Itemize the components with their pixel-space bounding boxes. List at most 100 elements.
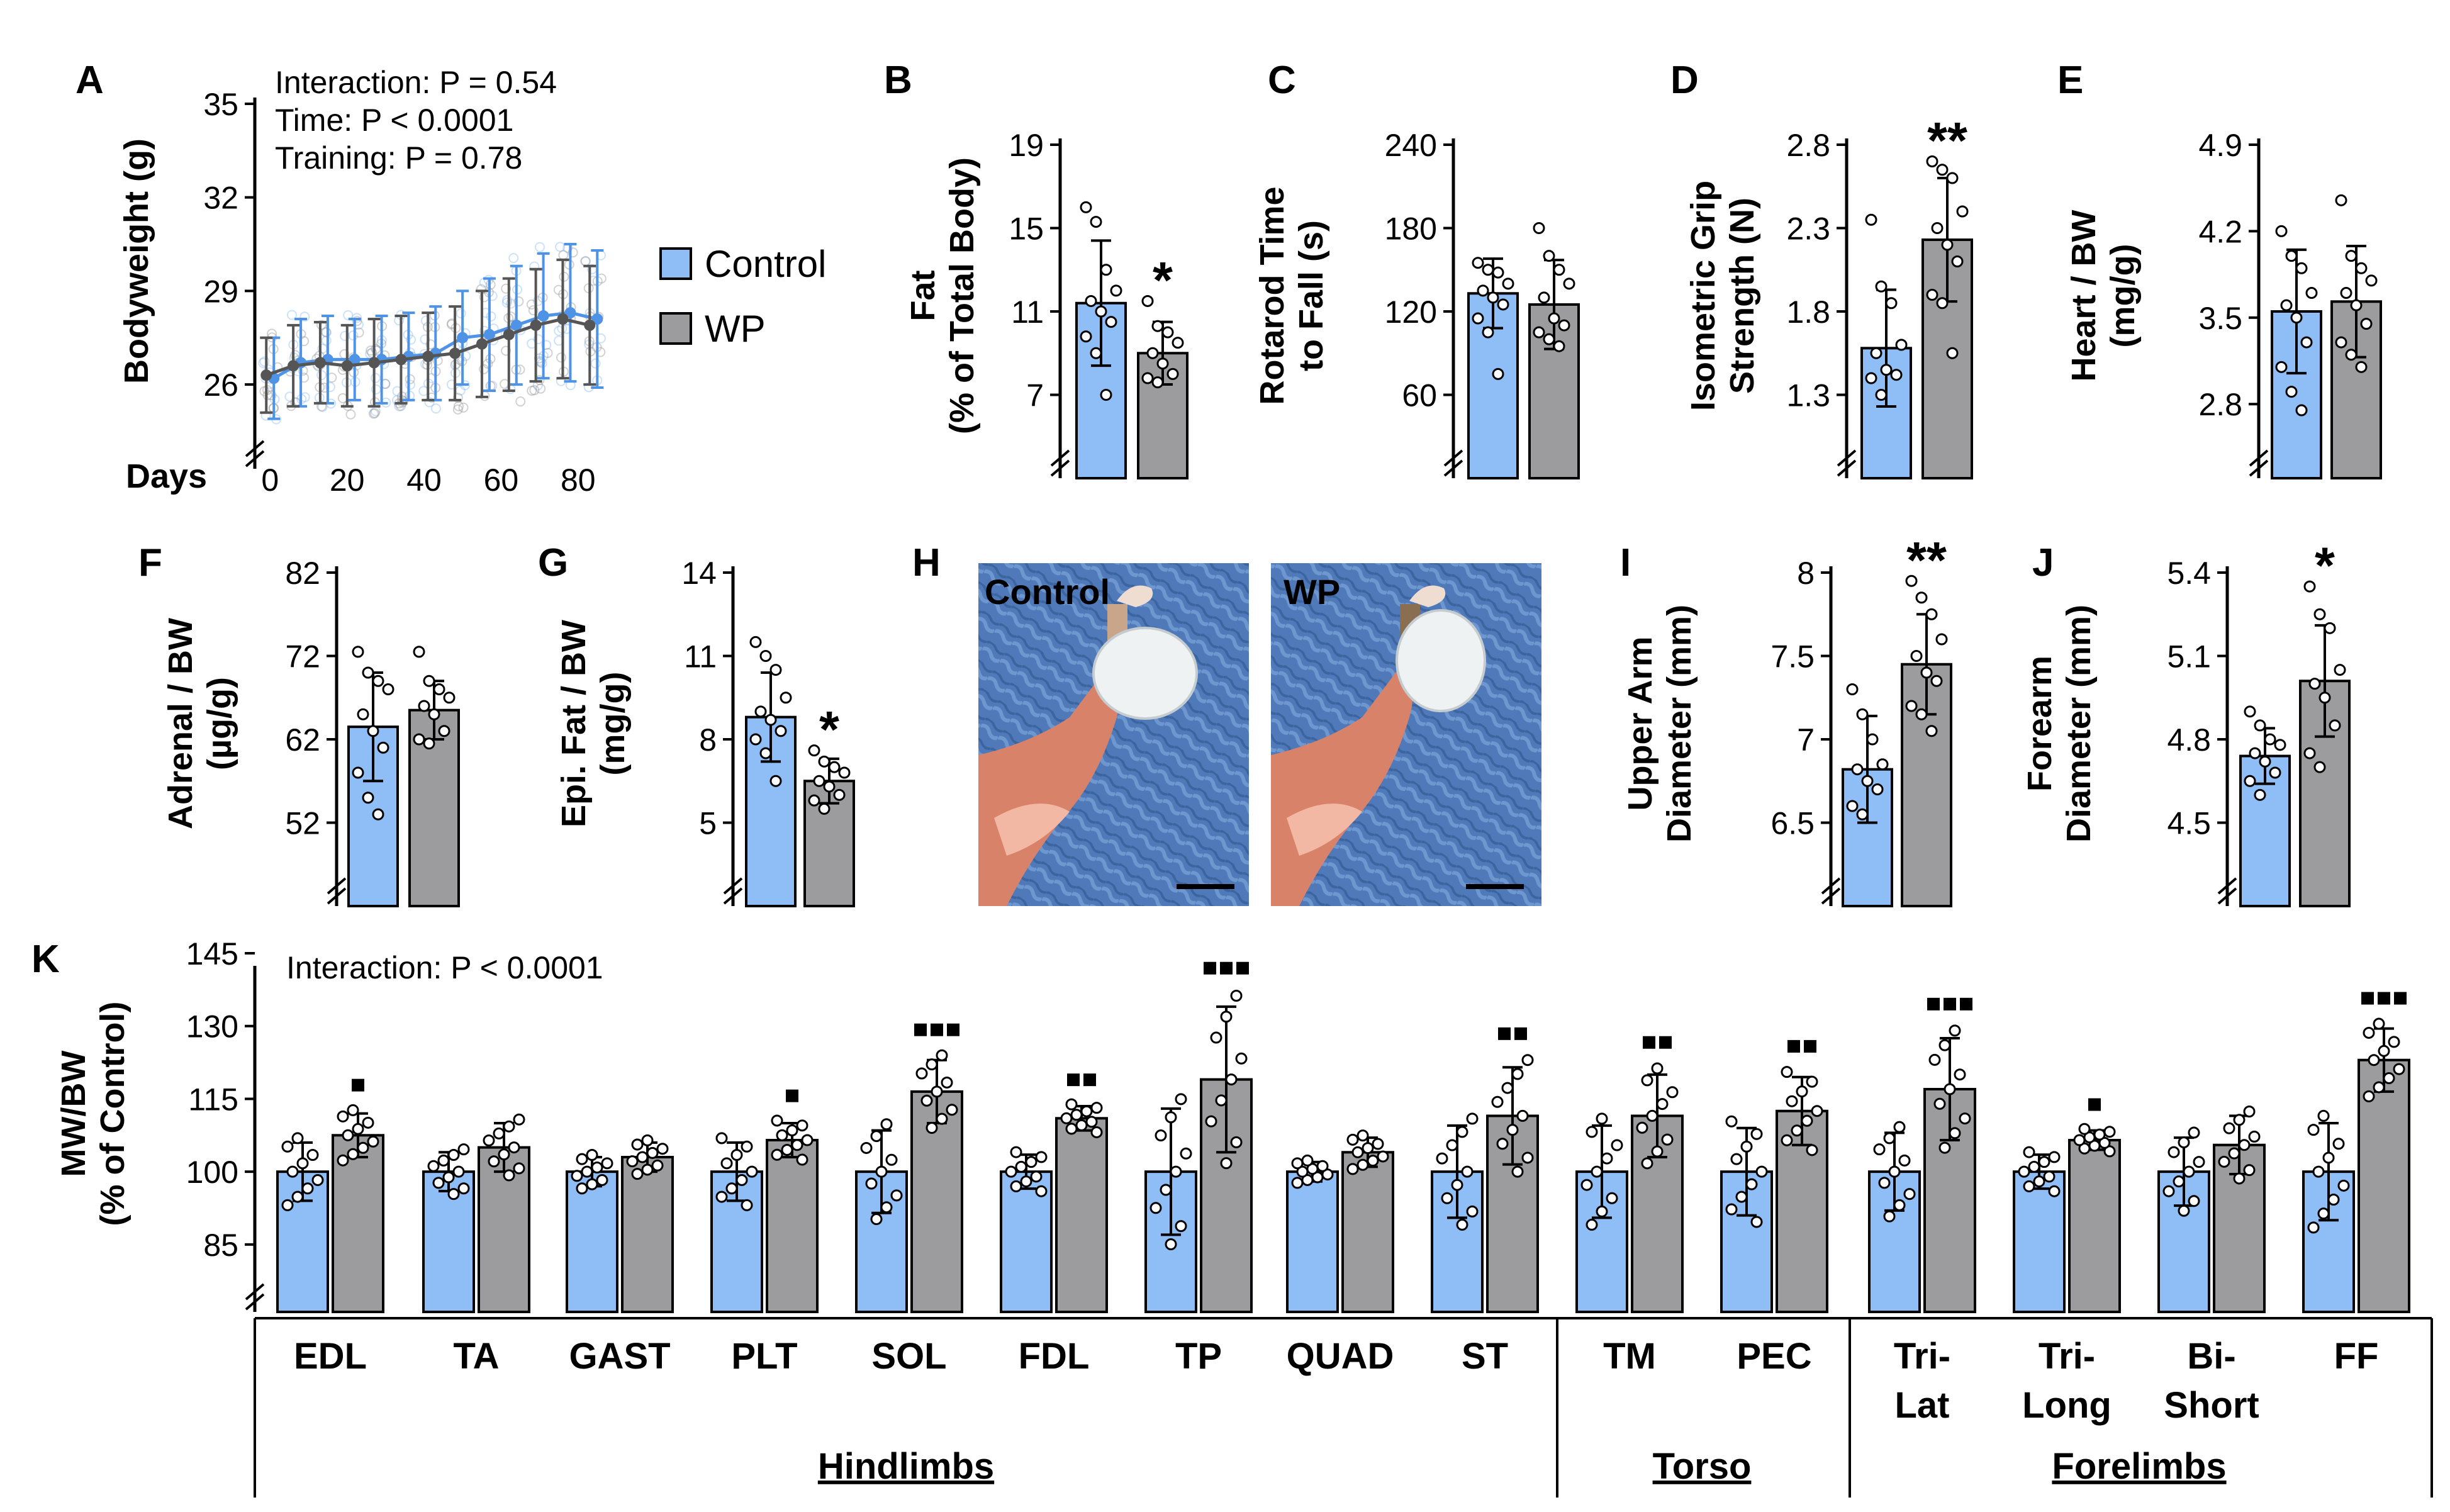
panel-k-group-label: Hindlimbs	[818, 1446, 994, 1487]
panel-k-data-point	[730, 1149, 743, 1162]
panel-k-data-point	[1651, 1062, 1664, 1075]
panel-g-data-point	[775, 725, 787, 737]
panel-k-data-point	[1301, 1154, 1314, 1167]
panel-j-data-point	[2244, 775, 2256, 787]
panel-g-epifat-chart: 5 8 11 14 Epi. Fat / BW(mg/g) *	[555, 556, 855, 907]
panel-a-individual-point	[447, 318, 457, 329]
panel-k-data-point	[1346, 1163, 1359, 1175]
panel-k-bar-wp	[766, 1139, 819, 1313]
panel-f-data-point	[372, 808, 384, 820]
panel-k-significance-square	[1083, 1073, 1096, 1087]
panel-d-break-2	[1837, 459, 1857, 477]
panel-j-data-point	[2303, 747, 2316, 759]
panel-k-data-point	[2322, 1151, 2335, 1164]
panel-k-data-point	[885, 1153, 898, 1166]
panel-k-data-point	[1165, 1111, 1177, 1124]
panel-c-data-point	[1482, 326, 1494, 339]
panel-j-data-point	[2254, 719, 2266, 732]
panel-b-data-point	[1090, 216, 1102, 228]
panel-d-y-tick-label: 2.3	[1786, 211, 1830, 247]
panel-e-data-point	[2285, 250, 2298, 262]
panel-j-data-point	[2274, 739, 2286, 751]
panel-k-significance-square	[947, 1023, 959, 1036]
panel-g-significance: *	[819, 702, 839, 759]
panel-c-data-point	[1543, 250, 1555, 262]
panel-k-data-point	[646, 1146, 659, 1159]
panel-g-data-point	[808, 744, 820, 757]
panel-e-data-point	[2345, 349, 2358, 361]
panel-k-significance-square	[1944, 997, 1956, 1011]
panel-e-data-point	[2305, 287, 2318, 300]
panel-g-data-point	[754, 705, 767, 718]
panel-k-data-point	[2363, 1026, 2375, 1039]
panel-k-data-point	[2388, 1036, 2400, 1048]
panel-f-data-point	[418, 700, 430, 712]
panel-i-break-2	[1821, 887, 1841, 905]
photo-control-paw	[1117, 585, 1153, 607]
panel-e-y-tick-label: 4.9	[2198, 128, 2242, 163]
panel-k-y-axis-title: MW/BW(% of Control)	[55, 1002, 131, 1226]
panel-a-individual-point	[370, 372, 381, 383]
panel-k-data-point	[1491, 1095, 1504, 1108]
panel-k-data-point	[2378, 1044, 2390, 1057]
panel-k-data-point	[1938, 1141, 1951, 1154]
panel-a-individual-point	[513, 296, 524, 307]
panel-k-data-point	[2228, 1147, 2240, 1160]
panel-a-individual-point	[451, 359, 462, 369]
panel-k-data-point	[1806, 1144, 1818, 1156]
panel-a-x-tick-label: 20	[330, 462, 365, 498]
panel-d-y-axis-title-line: Isometric Grip	[1684, 181, 1722, 411]
panel-k-y-tick-label: 85	[203, 1228, 238, 1263]
panel-i-data-point	[1856, 808, 1869, 820]
panel-k-data-point	[1090, 1102, 1103, 1114]
panel-f-data-point	[438, 725, 450, 737]
panel-a-individual-point	[420, 315, 431, 326]
panel-a-mean-point	[314, 357, 326, 369]
panel-i-data-point	[1910, 650, 1923, 662]
panel-b-y-tick-label: 15	[1009, 211, 1044, 247]
panel-f-y-tick-label: 52	[285, 806, 320, 841]
panel-a-individual-point	[535, 383, 546, 394]
panel-b-significance: *	[1153, 252, 1173, 309]
panel-a-individual-point	[394, 401, 405, 412]
panel-k-data-point	[1586, 1126, 1598, 1138]
panel-k-y-axis-title-line: MW/BW	[55, 1051, 92, 1177]
panel-i-data-point	[1930, 675, 1943, 687]
panel-d-y-axis-title-line: Strength (N)	[1723, 198, 1761, 394]
panel-k-data-point	[1170, 1165, 1182, 1178]
panel-k-data-point	[1878, 1177, 1891, 1189]
panel-k-data-point	[2098, 1136, 2111, 1149]
panel-i-y-axis-title-line: Diameter (mm)	[1660, 605, 1698, 843]
panel-k-data-point	[1175, 1220, 1187, 1233]
panel-b-data-point	[1151, 376, 1164, 389]
panel-g-data-point	[833, 788, 846, 801]
panel-k-data-point	[1586, 1218, 1598, 1231]
panel-f-y-axis-title-line: (µg/g)	[201, 677, 238, 770]
panel-f-data-point	[433, 683, 445, 695]
panel-k-data-point	[801, 1134, 814, 1146]
panel-k-data-point	[1786, 1095, 1798, 1107]
panel-k-data-point	[1893, 1121, 1906, 1133]
panel-label-d: D	[1670, 59, 1699, 102]
panel-k-data-point	[1461, 1165, 1474, 1178]
panel-a-x-axis-title: Days	[126, 457, 207, 495]
panel-a-individual-point	[452, 393, 463, 403]
panel-k-data-point	[301, 1182, 314, 1195]
panel-k-data-point	[437, 1154, 450, 1167]
panel-k-data-point	[1160, 1184, 1172, 1196]
panel-i-data-point	[1871, 783, 1884, 795]
photo-control-muscle	[994, 804, 1070, 856]
panel-k-significance-square	[914, 1023, 927, 1036]
panel-k-significance-square	[1204, 961, 1216, 975]
panel-k-data-point	[1596, 1205, 1608, 1218]
panel-k-group-label: Torso	[1653, 1446, 1752, 1487]
panel-e-y-tick-label: 3.5	[2198, 301, 2242, 336]
panel-a-x-tick-label: 60	[484, 462, 519, 498]
panel-a-annotation: Time: P < 0.0001	[275, 103, 513, 138]
panel-e-data-point	[2295, 404, 2308, 417]
panel-c-y-axis-title: Rotarod Timeto Fall (s)	[1253, 186, 1330, 405]
panel-k-data-point	[1205, 1115, 1217, 1128]
panel-k-data-point	[1215, 1094, 1228, 1107]
legend-swatch-wp	[659, 312, 692, 345]
panel-label-g: G	[538, 541, 568, 585]
